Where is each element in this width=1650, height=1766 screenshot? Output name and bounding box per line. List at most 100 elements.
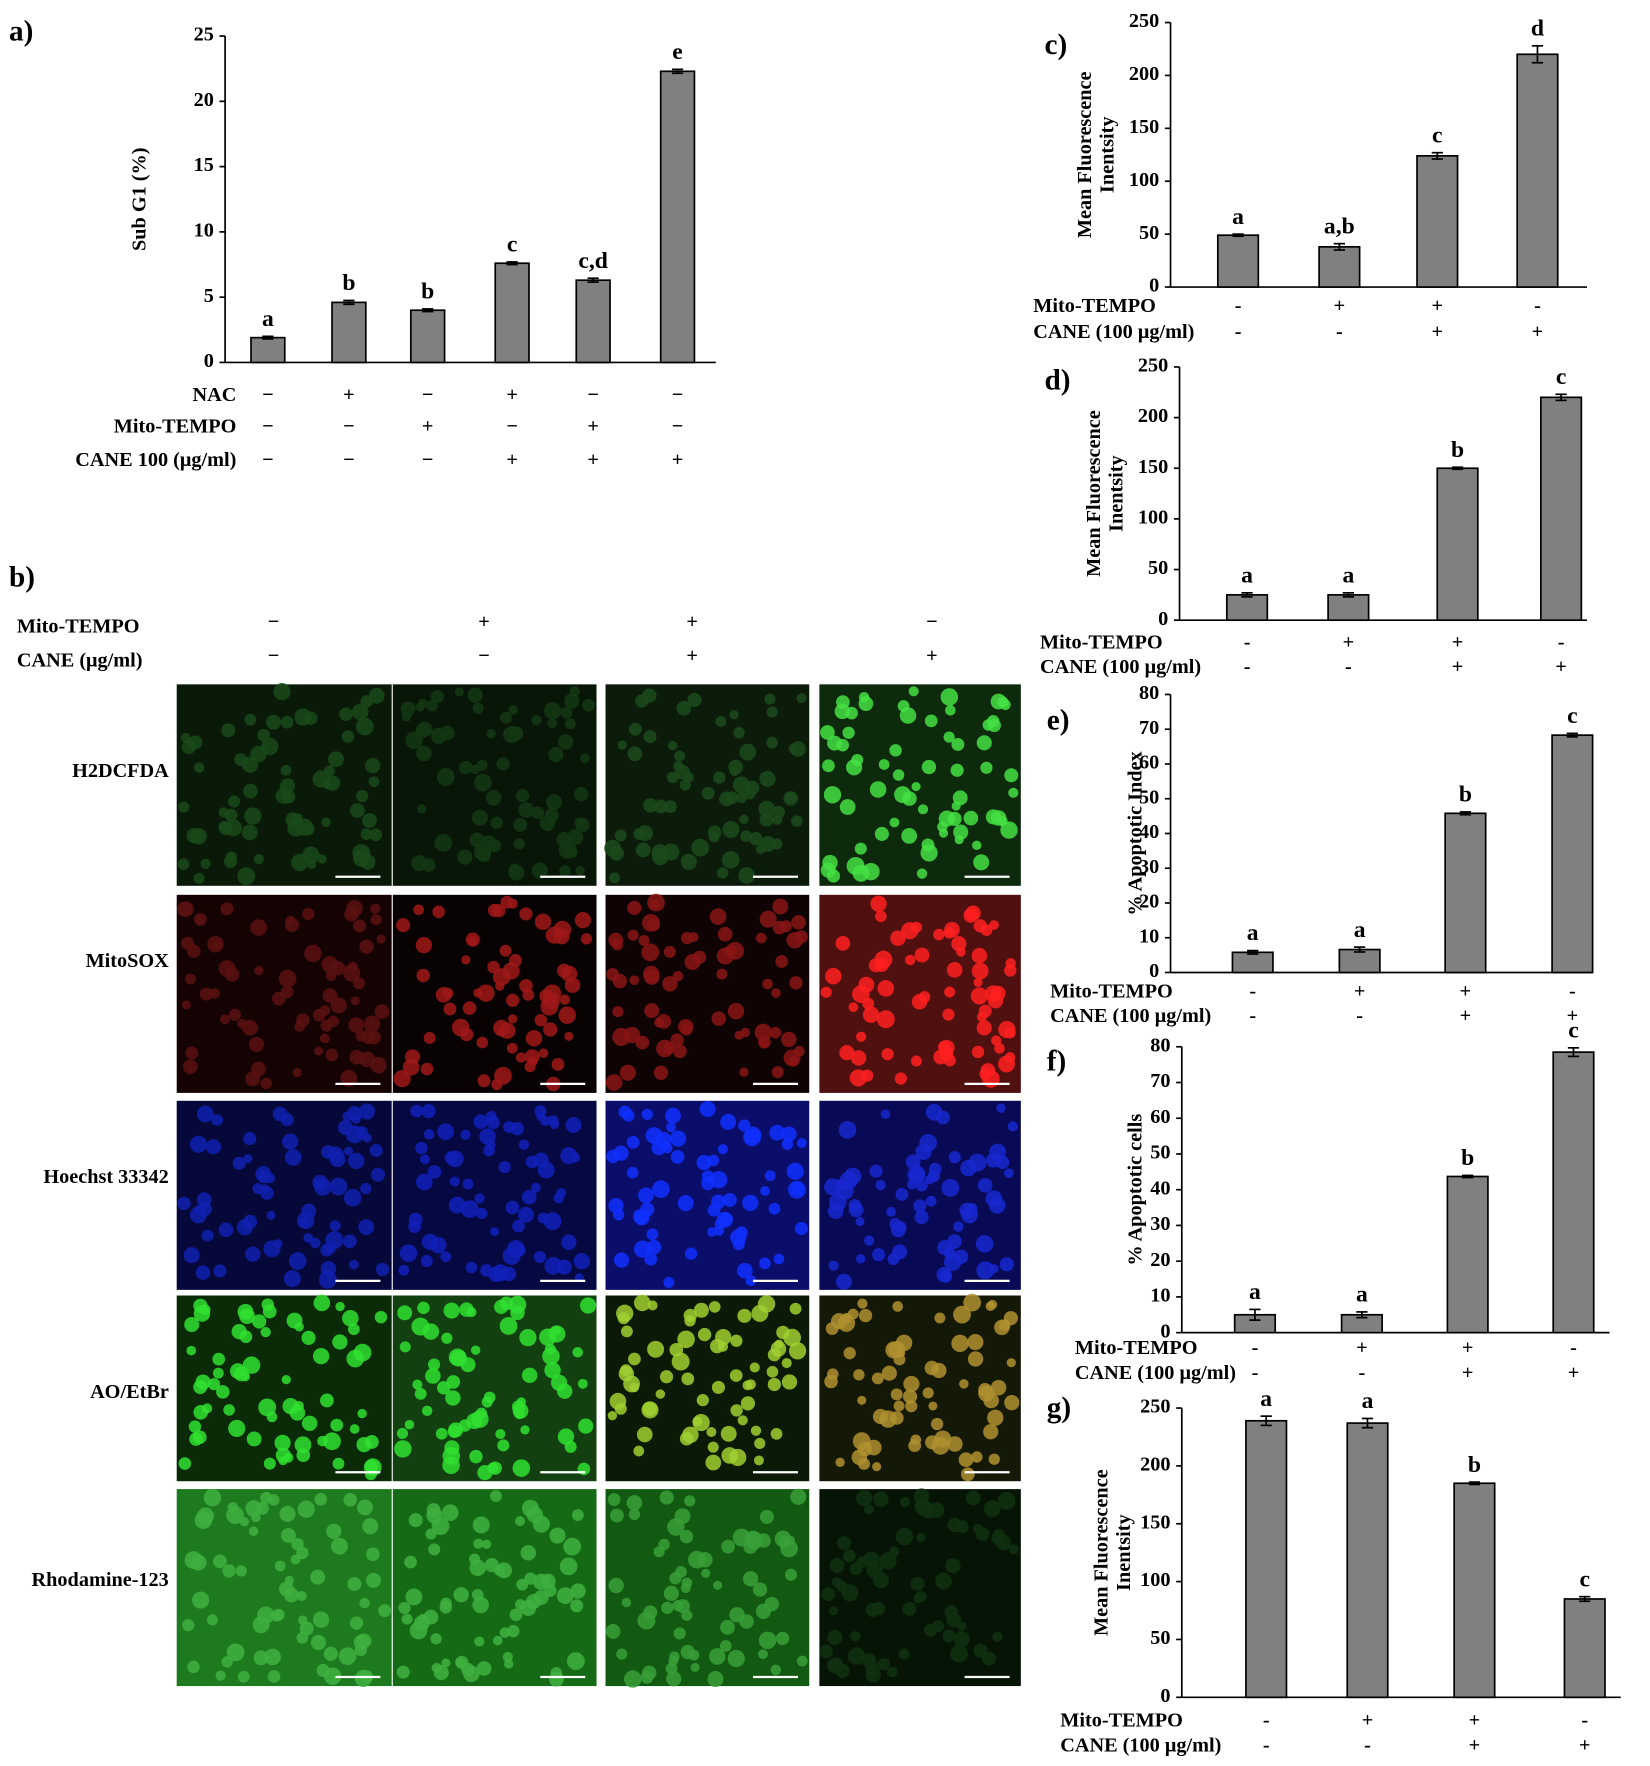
cell <box>858 1308 873 1323</box>
cell <box>825 1322 839 1335</box>
y-tick-label: 150 <box>1138 456 1168 478</box>
cell <box>347 1577 362 1592</box>
treatment-name: CANE (μg/ml) <box>17 649 143 671</box>
cell <box>740 1396 756 1411</box>
micrograph <box>176 1100 392 1290</box>
cell <box>426 1503 441 1518</box>
cell <box>320 1019 333 1032</box>
cell <box>207 1378 221 1391</box>
cell <box>605 1074 623 1091</box>
cell <box>443 1002 457 1016</box>
cell <box>325 970 337 981</box>
cell <box>423 1128 435 1140</box>
cell <box>943 1054 956 1067</box>
cell <box>983 1424 999 1440</box>
cell <box>759 770 776 787</box>
row-label: Hoechst 33342 <box>43 1166 168 1188</box>
cell <box>428 1543 441 1556</box>
cell <box>934 1430 952 1448</box>
error-bar <box>1361 1417 1374 1429</box>
cell <box>664 800 677 814</box>
cell <box>244 713 257 726</box>
cell <box>617 1312 630 1325</box>
cell <box>239 1330 253 1344</box>
cell <box>913 1593 923 1604</box>
cell <box>822 759 835 773</box>
cell <box>282 1397 299 1415</box>
cell <box>246 1431 262 1447</box>
cell <box>484 1558 499 1573</box>
cell <box>662 1142 673 1154</box>
cell <box>375 1262 390 1277</box>
cell <box>399 1341 411 1353</box>
cell <box>473 1114 488 1130</box>
cell <box>679 1529 694 1544</box>
cell <box>827 1629 843 1646</box>
cell <box>945 1557 961 1574</box>
cell <box>992 1631 1003 1643</box>
cell <box>477 1074 491 1088</box>
bar <box>250 336 286 364</box>
cell <box>558 734 574 750</box>
cell <box>499 1627 511 1638</box>
cell <box>614 1402 627 1415</box>
cell <box>870 895 887 912</box>
cell <box>472 1516 490 1534</box>
cell <box>560 1147 578 1165</box>
cell <box>205 1139 221 1155</box>
cell <box>257 728 271 742</box>
error-bar <box>1566 732 1578 738</box>
cell <box>781 1031 797 1048</box>
cell <box>507 898 518 909</box>
cell <box>948 1151 961 1164</box>
cell <box>996 1103 1006 1113</box>
cell <box>930 1417 944 1431</box>
error-bar <box>1468 1481 1481 1486</box>
cell <box>653 1065 669 1080</box>
cell <box>652 1180 670 1198</box>
cell <box>965 905 981 921</box>
cell <box>416 968 430 983</box>
cell <box>857 1298 868 1309</box>
cell <box>199 1304 211 1316</box>
cell <box>717 1341 729 1352</box>
cell <box>987 993 1004 1009</box>
cell <box>730 1404 743 1417</box>
cell <box>770 1664 782 1676</box>
treatment-name: CANE (100 μg/ml) <box>1040 656 1201 678</box>
cell <box>901 922 919 940</box>
cell <box>321 817 331 828</box>
cell <box>869 1164 883 1178</box>
cell <box>666 1671 682 1687</box>
cell <box>572 1347 583 1358</box>
y-axis-label: Mean Fluorescence <box>1083 410 1105 577</box>
cell <box>927 1169 941 1182</box>
cell <box>768 1202 781 1215</box>
cell <box>1004 1168 1014 1179</box>
cell <box>461 1662 475 1676</box>
cell <box>638 934 650 946</box>
cell <box>783 791 799 806</box>
treatment-name: CANE 100 (μg/ml) <box>75 449 236 471</box>
cell <box>988 1197 1006 1214</box>
treatment-sign: - <box>1244 656 1251 678</box>
cell <box>852 1432 871 1451</box>
cell <box>644 969 660 985</box>
cell <box>862 1006 880 1023</box>
cell <box>820 725 835 740</box>
cell <box>360 854 376 870</box>
cell <box>328 751 344 768</box>
error-bar <box>343 299 355 306</box>
cell <box>739 1067 749 1077</box>
cell <box>791 815 803 827</box>
cell <box>743 1128 761 1147</box>
micrograph <box>176 894 392 1093</box>
cell <box>494 1299 509 1314</box>
cell <box>696 1394 709 1407</box>
bar <box>1231 951 1274 974</box>
cell <box>476 1661 492 1676</box>
y-tick-label: 100 <box>1129 169 1159 191</box>
treatment-sign: + <box>1343 631 1355 653</box>
cell <box>749 1362 760 1373</box>
cell <box>887 1252 900 1265</box>
